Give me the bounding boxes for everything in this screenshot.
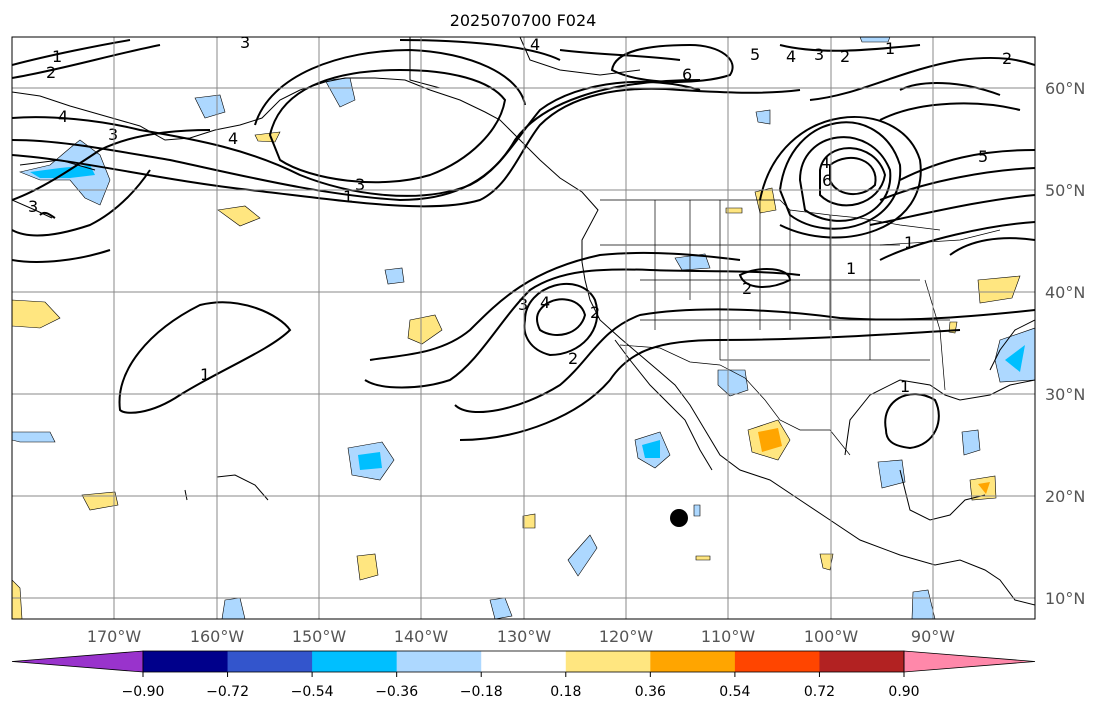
colorbar-tick-label: 0.36: [635, 684, 666, 700]
colorbar-bin: [819, 651, 905, 672]
contour-label: 6: [822, 171, 832, 190]
lat-label: 50°N: [1045, 181, 1085, 200]
contour-label: 5: [978, 147, 988, 166]
colorbar-bin: [312, 651, 398, 672]
contour-label: 4: [540, 293, 550, 312]
colorbar-tick-label: −0.72: [206, 684, 249, 700]
lon-label: 160°W: [190, 627, 245, 646]
contour-label: 6: [682, 65, 692, 84]
colorbar-ticks: −0.90 −0.72 −0.54 −0.36 −0.18 0.18 0.36 0.54 0.7…: [122, 672, 920, 700]
storm-center-marker: [670, 509, 688, 527]
colorbar-tick-label: 0.72: [804, 684, 835, 700]
colorbar-tick-label: −0.18: [460, 684, 503, 700]
colorbar-bin: [396, 651, 482, 672]
contour-label: 2: [1002, 49, 1012, 68]
contour-label: 1: [885, 39, 895, 58]
lon-label: 110°W: [701, 627, 756, 646]
map-frame: [11, 36, 1036, 620]
colorbar-bin: [227, 651, 313, 672]
colorbar-bin: [481, 651, 567, 672]
colorbar-tick-label: −0.54: [291, 684, 334, 700]
contour-labels: 1 2 3 4 3 4 3 1 1 2 3 4 6 4 5 4 3 2 1 5: [28, 33, 1012, 396]
contour-label: 1: [904, 233, 914, 252]
colorbar-tick-label: −0.36: [375, 684, 418, 700]
contour-label: 1: [343, 187, 353, 206]
contour-label: 1: [900, 377, 910, 396]
colorbar-bin: [565, 651, 651, 672]
contour-label: 1: [846, 259, 856, 278]
colorbar-tick-label: 0.54: [719, 684, 750, 700]
lat-label: 20°N: [1045, 487, 1085, 506]
colorbar-outline: [142, 650, 905, 673]
lon-label: 170°W: [87, 627, 142, 646]
lon-label: 120°W: [599, 627, 654, 646]
lon-labels: 170°W 160°W 150°W 140°W 130°W 120°W 110°…: [87, 627, 955, 646]
contour-label: 2: [742, 279, 752, 298]
colorbar-tick-label: 0.90: [888, 684, 919, 700]
contour-label: 3: [108, 125, 118, 144]
lon-label: 130°W: [497, 627, 552, 646]
contour-label: 1: [200, 365, 210, 384]
colorbar-extend-high: [903, 650, 1036, 673]
lon-label: 150°W: [292, 627, 347, 646]
lat-label: 60°N: [1045, 79, 1085, 98]
colorbar-bin: [143, 651, 229, 672]
colorbar: [11, 650, 1036, 673]
gridlines: [12, 37, 1035, 619]
lat-label: 40°N: [1045, 283, 1085, 302]
contour-label: 2: [568, 349, 578, 368]
contour-label: 1: [52, 47, 62, 66]
lon-label: 90°W: [911, 627, 955, 646]
contour-label: 3: [28, 197, 38, 216]
lat-label: 30°N: [1045, 385, 1085, 404]
colorbar-bin: [650, 651, 736, 672]
contour-label: 4: [228, 129, 238, 148]
contour-label: 4: [58, 107, 68, 126]
lat-labels: 60°N 50°N 40°N 30°N 20°N 10°N: [1045, 79, 1085, 608]
contour-label: 2: [840, 47, 850, 66]
contour-label: 3: [355, 175, 365, 194]
colorbar-bin: [734, 651, 820, 672]
map-panel: 1 2 3 4 3 4 3 1 1 2 3 4 6 4 5 4 3 2 1 5: [11, 33, 1036, 620]
contour-label: 2: [590, 303, 600, 322]
colorbar-extend-low: [11, 650, 144, 673]
contour-label: 4: [530, 35, 540, 54]
colorbar-tick-label: −0.90: [122, 684, 165, 700]
contour-label: 4: [820, 153, 830, 172]
contour-label: 3: [814, 45, 824, 64]
anomaly-shading: [12, 37, 1035, 619]
lat-label: 10°N: [1045, 589, 1085, 608]
contour-label: 3: [240, 33, 250, 52]
colorbar-tick-label: 0.18: [550, 684, 581, 700]
contour-label: 5: [750, 45, 760, 64]
map-title: 2025070700 F024: [450, 11, 597, 30]
contour-label: 4: [786, 47, 796, 66]
lon-label: 140°W: [394, 627, 449, 646]
contour-label: 3: [518, 295, 528, 314]
lon-label: 100°W: [804, 627, 859, 646]
contour-label: 2: [46, 63, 56, 82]
